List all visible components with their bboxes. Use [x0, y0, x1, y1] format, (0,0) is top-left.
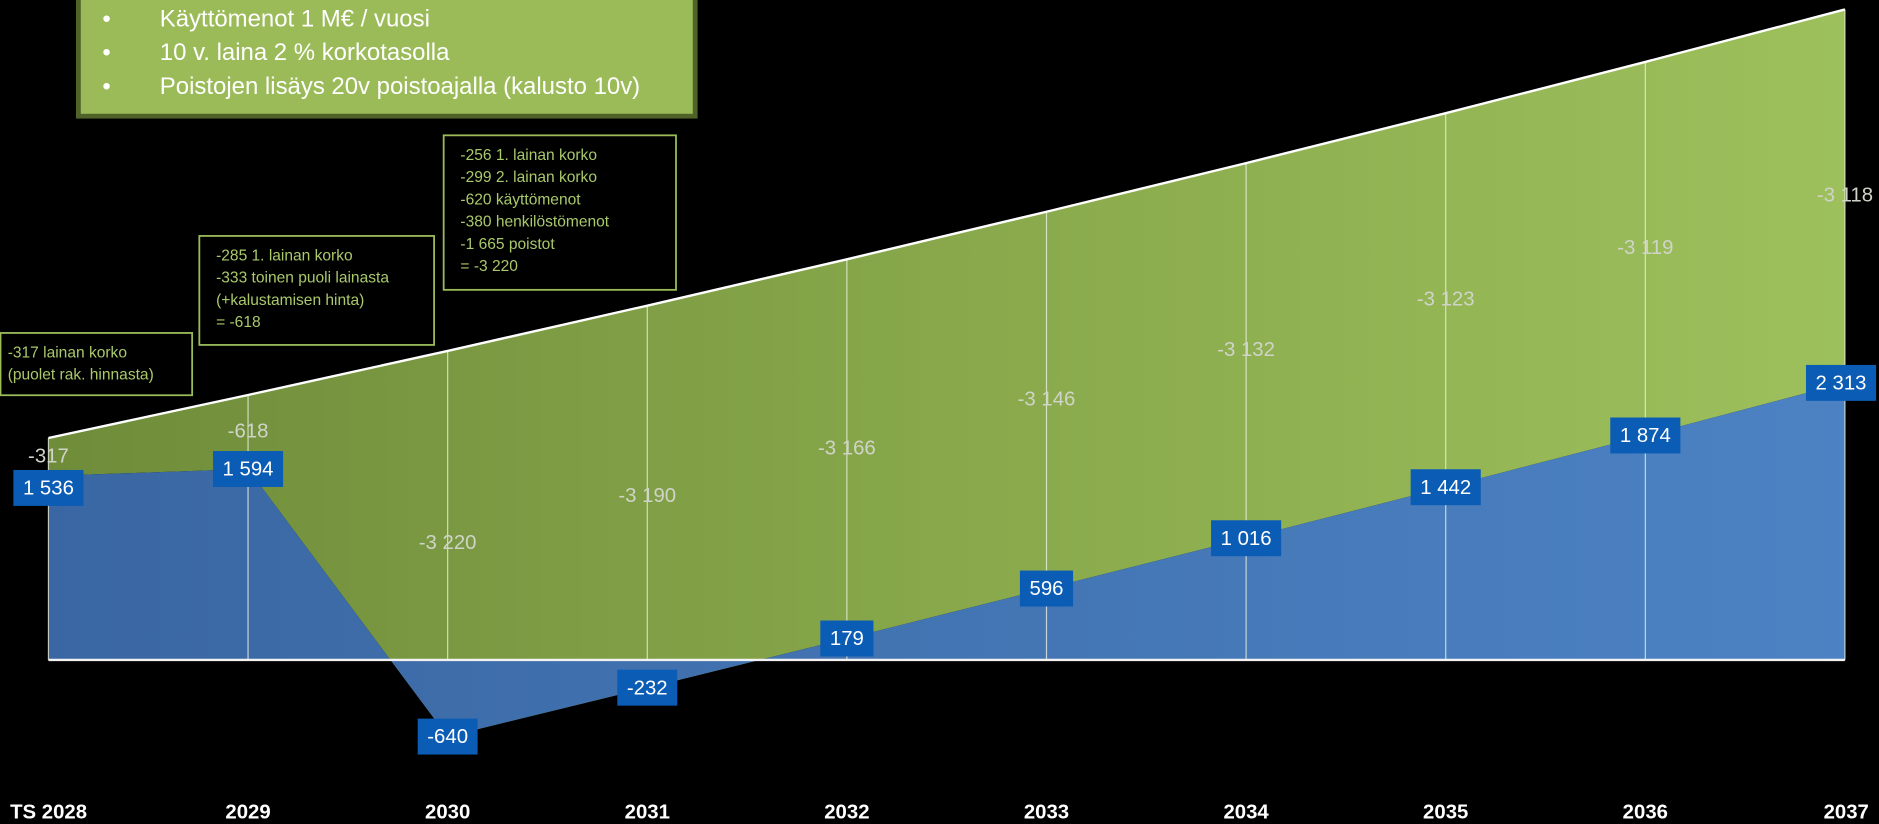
callout-text: -317 lainan korko: [8, 344, 127, 361]
callout-text: -380 henkilöstömenot: [460, 214, 609, 231]
data-label: -3 146: [1018, 389, 1076, 411]
callout-text: = -3 220: [460, 258, 518, 275]
data-label-box: 2 313: [1805, 364, 1877, 401]
label-box: [1805, 364, 1877, 401]
callout-box: [198, 235, 435, 346]
callout-text: -299 2. lainan korko: [460, 169, 597, 186]
label-box: [820, 620, 874, 657]
notes-box: [75, 0, 698, 119]
callout-text: -1 665 poistot: [460, 236, 555, 253]
data-label: 1 594: [223, 459, 274, 481]
data-label-box: -640: [417, 718, 478, 755]
data-label-box: 1 874: [1610, 417, 1681, 454]
x-tick-label: 2029: [225, 802, 270, 824]
data-label: 179: [830, 628, 864, 650]
bullet-dot: •: [102, 73, 110, 100]
callout-box: [0, 332, 194, 397]
x-tick-label: 2031: [625, 802, 670, 824]
label-box: [1019, 570, 1074, 607]
data-label: 2 313: [1816, 372, 1867, 394]
callout-text: (+kalustamisen hinta): [216, 292, 364, 309]
data-label: 1 536: [23, 478, 74, 500]
bullet-text: Käyttömenot 1 M€ / vuosi: [160, 6, 430, 33]
x-tick-label: 2032: [824, 802, 869, 824]
label-box: [1610, 417, 1681, 454]
data-label: -3 132: [1217, 339, 1275, 361]
data-label-box: 1 594: [212, 451, 284, 487]
line: [48, 8, 1846, 440]
callout-text: = -618: [216, 314, 261, 331]
label-box: [212, 451, 284, 487]
data-label-box: 596: [1019, 570, 1074, 607]
data-label: -3 123: [1417, 289, 1475, 311]
x-tick-label: 2033: [1024, 802, 1069, 824]
x-tick-label: 2035: [1423, 802, 1468, 824]
x-tick-label: 2037: [1824, 802, 1869, 824]
bullet-dot: •: [102, 39, 110, 66]
x-tick-label: 2034: [1223, 802, 1269, 824]
label-box: [617, 669, 678, 706]
data-label-box: 1 442: [1410, 469, 1481, 506]
data-label: -640: [427, 726, 468, 748]
data-label: -3 220: [419, 532, 477, 554]
callout-text: -620 käyttömenot: [460, 191, 581, 208]
data-label: -3 119: [1617, 237, 1673, 259]
area: [48, 382, 1845, 737]
data-label: 1 442: [1420, 477, 1471, 499]
bullet-text: 10 v. laina 2 % korkotasolla: [160, 39, 450, 66]
data-label: 596: [1030, 578, 1064, 600]
data-label: -317: [28, 445, 69, 467]
data-label: -618: [228, 420, 269, 442]
callout-text: (puolet rak. hinnasta): [8, 367, 154, 384]
callout-text: -285 1. lainan korko: [216, 247, 353, 264]
data-label: 1 016: [1221, 528, 1272, 550]
label-box: [417, 718, 478, 755]
data-label-box: 1 536: [13, 469, 84, 506]
data-label: 1 874: [1620, 425, 1671, 447]
label-box: [13, 469, 84, 506]
callout-text: -256 1. lainan korko: [460, 147, 597, 164]
data-label: -232: [627, 677, 668, 699]
area: [48, 9, 1845, 737]
data-label-box: -232: [617, 669, 678, 706]
callout-text: -333 toinen puoli lainasta: [216, 270, 389, 287]
bullet-text: Poistojen lisäys 20v poistoajalla (kalus…: [160, 73, 640, 100]
data-label-box: 179: [820, 620, 874, 657]
data-label: -3 166: [818, 437, 876, 459]
label-box: [1410, 469, 1481, 506]
data-label: -3 118: [1817, 185, 1873, 207]
x-tick-label: TS 2028: [10, 802, 87, 824]
data-label-box: 1 016: [1211, 520, 1282, 557]
data-label: -3 190: [618, 485, 676, 507]
label-box: [1211, 520, 1282, 557]
bullet-dot: •: [102, 6, 110, 33]
x-tick-label: 2030: [425, 802, 470, 824]
callout-box: [442, 134, 677, 291]
x-tick-label: 2036: [1623, 802, 1668, 824]
